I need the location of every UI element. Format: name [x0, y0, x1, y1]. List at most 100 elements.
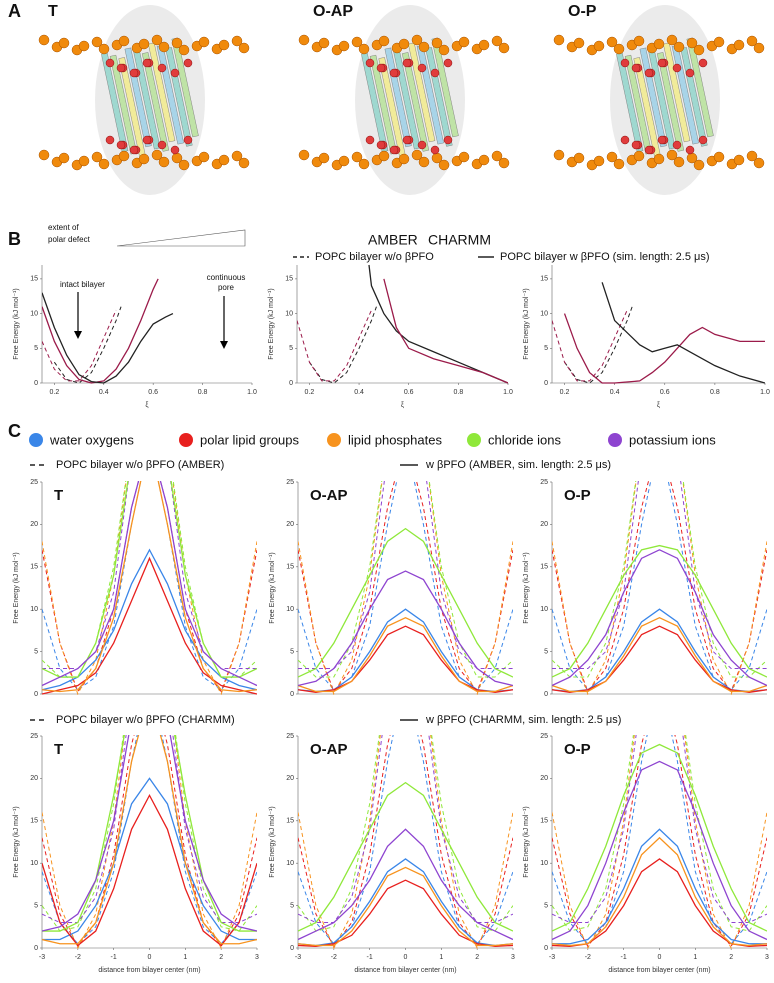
polar-atom [183, 135, 193, 145]
legend-label: potassium ions [629, 432, 716, 447]
data-line [42, 735, 257, 932]
polar-atom [129, 145, 139, 155]
reference-line [309, 306, 377, 384]
legend-label: water oxygens [49, 432, 134, 447]
legend-swatch [29, 433, 43, 447]
data-line [298, 781, 513, 932]
polar-atom [631, 140, 641, 150]
phosphate-atom [478, 154, 490, 166]
phosphate-atom [338, 40, 350, 52]
y-tick-label: 0 [544, 691, 548, 698]
data-line [552, 625, 767, 693]
data-line [552, 760, 767, 941]
legend-label: POPC bilayer w/o βPFO (AMBER) [56, 459, 224, 471]
phosphate-atom [98, 158, 110, 170]
y-tick-label: 15 [286, 818, 294, 825]
x-tick-label: 0 [148, 954, 152, 961]
polar-atom [657, 58, 667, 68]
y-tick-label: 5 [544, 345, 548, 352]
chart-title: T [54, 487, 63, 504]
arrowhead [74, 331, 82, 339]
y-tick-label: 5 [290, 648, 294, 655]
y-tick-label: 20 [30, 521, 38, 528]
data-line [298, 570, 513, 687]
reference-line [552, 481, 767, 691]
legend-label: lipid phosphates [348, 432, 442, 447]
phosphate-atom [553, 149, 565, 161]
phosphate-atom [653, 153, 665, 165]
y-tick-label: 25 [286, 733, 294, 740]
phosphate-atom [218, 154, 230, 166]
x-axis-label: distance from bilayer center (nm) [354, 967, 456, 974]
data-line [552, 608, 767, 693]
data-line [298, 879, 513, 947]
data-line [42, 735, 257, 932]
y-axis-label: Free Energy (kJ mol⁻¹) [13, 552, 20, 623]
x-tick-label: 0.8 [198, 389, 208, 396]
x-tick-label: 1.0 [247, 389, 257, 396]
phosphate-atom [158, 156, 170, 168]
x-tick-label: 0.6 [404, 389, 414, 396]
x-tick-label: 0.2 [305, 389, 315, 396]
x-tick-label: 0 [658, 954, 662, 961]
y-tick-label: 5 [34, 648, 38, 655]
data-line [552, 828, 767, 945]
phosphate-atom [38, 149, 50, 161]
x-axis-label: ξ [145, 402, 148, 409]
x-tick-label: 1.0 [503, 389, 513, 396]
chart-title: O-AP [310, 741, 348, 758]
x-tick-label: -3 [549, 954, 555, 961]
phosphate-atom [438, 159, 450, 171]
phosphate-atom [666, 34, 678, 46]
y-tick-label: 10 [540, 310, 548, 317]
x-tick-label: 1 [183, 954, 187, 961]
polar-atom [672, 63, 682, 73]
x-axis-label: distance from bilayer center (nm) [98, 967, 200, 974]
x-tick-label: 1.0 [760, 389, 770, 396]
y-tick-label: 20 [286, 775, 294, 782]
y-axis-label: Free Energy (kJ mol⁻¹) [268, 288, 275, 359]
legend-label: POPC bilayer w βPFO (sim. length: 2.5 μs… [500, 251, 710, 263]
x-axis-label: ξ [401, 402, 404, 409]
arrowhead [220, 341, 228, 349]
y-tick-label: 5 [34, 345, 38, 352]
y-tick-label: 10 [286, 606, 294, 613]
data-line [42, 292, 174, 384]
y-tick-label: 0 [290, 691, 294, 698]
phosphate-atom [553, 34, 565, 46]
y-tick-label: 20 [286, 521, 294, 528]
data-line [563, 313, 765, 384]
y-tick-label: 0 [34, 691, 38, 698]
data-line [298, 866, 513, 947]
polar-atom [365, 58, 375, 68]
polar-atom [430, 68, 440, 78]
data-line [298, 828, 513, 941]
y-tick-label: 10 [286, 860, 294, 867]
phosphate-atom [693, 159, 705, 171]
x-tick-label: 3 [511, 954, 515, 961]
y-tick-label: 5 [34, 902, 38, 909]
x-tick-label: 2 [729, 954, 733, 961]
legend-label: POPC bilayer w/o βPFO [315, 251, 434, 263]
phosphate-atom [458, 151, 470, 163]
y-tick-label: 5 [289, 345, 293, 352]
phosphate-atom [138, 38, 150, 50]
reference-line [552, 481, 767, 678]
polar-atom [142, 58, 152, 68]
phosphate-atom [458, 36, 470, 48]
annotation: extent of [48, 223, 79, 232]
reference-line [42, 735, 257, 932]
x-tick-label: -1 [621, 954, 627, 961]
polar-atom [105, 135, 115, 145]
polar-atom [389, 145, 399, 155]
data-line [552, 836, 767, 947]
y-tick-label: 5 [544, 902, 548, 909]
data-line [552, 549, 767, 687]
phosphate-atom [713, 151, 725, 163]
phosphate-atom [58, 37, 70, 49]
y-tick-label: 0 [289, 380, 293, 387]
polar-atom [644, 68, 654, 78]
y-tick-label: 10 [30, 606, 38, 613]
x-tick-label: 0.4 [354, 389, 364, 396]
data-line [552, 544, 767, 678]
